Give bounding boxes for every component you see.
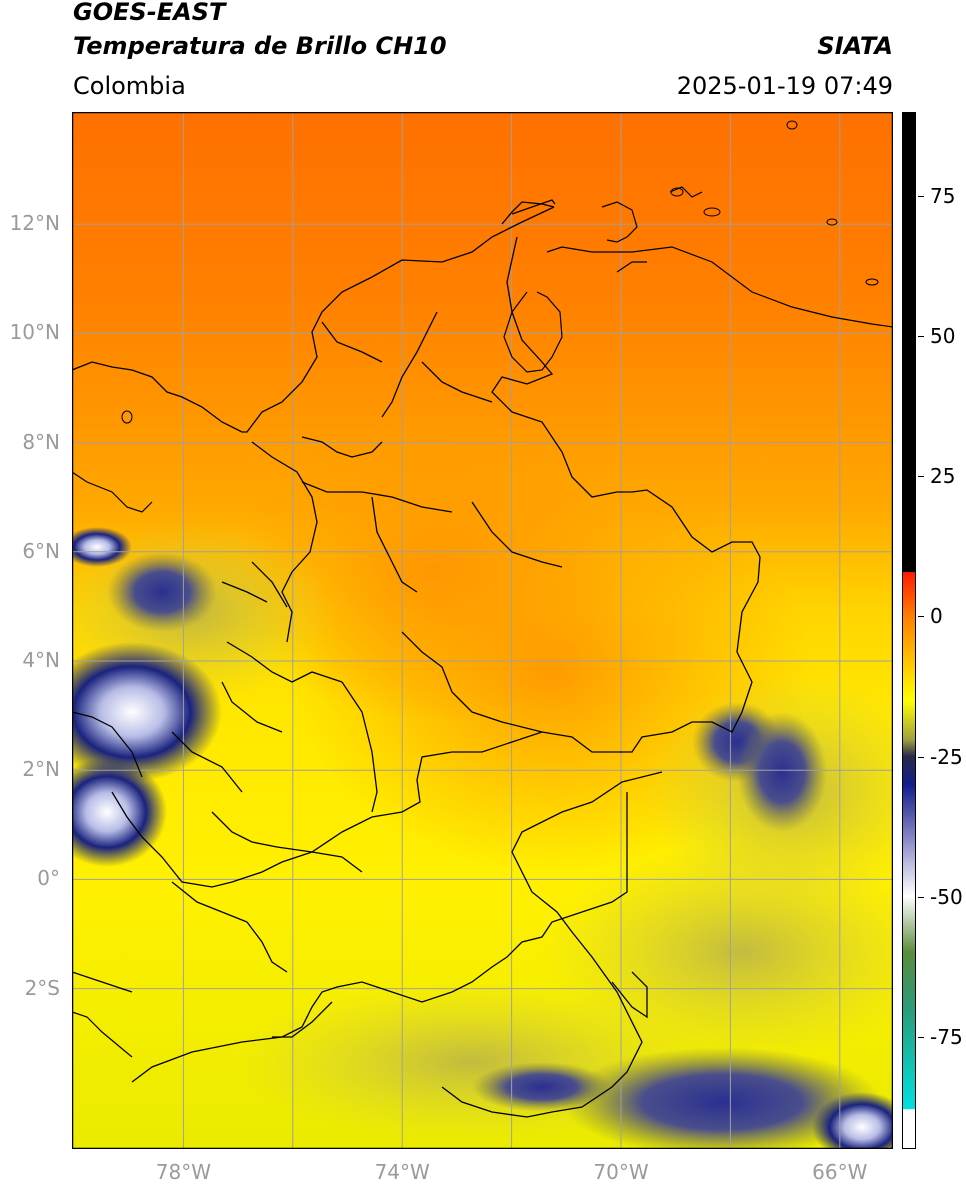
- longitude-label: 70°W: [593, 1160, 649, 1184]
- colorbar-label: 0: [930, 604, 943, 629]
- colorbar-tick: [918, 1036, 924, 1038]
- convective-cloud: [107, 552, 217, 632]
- latitude-label: 2°N: [22, 757, 60, 782]
- colorbar-tick: [918, 336, 924, 338]
- country-borders: [72, 199, 761, 1118]
- latitude-label: 12°N: [9, 211, 60, 236]
- map-frame: [72, 112, 893, 1149]
- convective-cloud: [72, 757, 167, 867]
- colorbar-tick: [918, 896, 924, 898]
- latitude-label: 8°N: [22, 429, 60, 454]
- colorbar-label: -25: [930, 744, 963, 769]
- longitude-label: 78°W: [155, 1160, 212, 1184]
- longitude-label: 74°W: [374, 1160, 430, 1184]
- map-gridlines: [72, 112, 893, 1149]
- convective-cloud: [562, 1047, 882, 1149]
- convective-cloud: [72, 527, 132, 567]
- latitude-label: 10°N: [9, 320, 60, 345]
- colorbar-tick: [918, 476, 924, 478]
- latitude-label: 2°S: [24, 975, 60, 1000]
- colorbar-tick: [918, 756, 924, 758]
- region-label: Colombia: [73, 72, 186, 100]
- colorbar: [902, 112, 916, 1149]
- latitude-label: 0°: [37, 866, 60, 891]
- satellite-map: [72, 112, 893, 1149]
- colorbar-label: 75: [930, 184, 956, 209]
- convective-cloud: [72, 642, 222, 782]
- latitude-label: 6°N: [22, 538, 60, 563]
- convective-cloud: [472, 1062, 612, 1112]
- product-title: Temperatura de Brillo CH10: [73, 32, 447, 60]
- colorbar-tick: [918, 196, 924, 198]
- convective-cloud: [737, 712, 827, 832]
- satellite-title: GOES-EAST: [73, 0, 226, 26]
- colorbar-tick: [918, 616, 924, 618]
- map-canvas: [72, 112, 893, 1149]
- colorbar-label: -50: [930, 884, 963, 909]
- colorbar-label: 25: [930, 464, 956, 489]
- convective-cloud: [812, 1092, 893, 1149]
- islands: [121, 120, 879, 424]
- coastline: [72, 186, 893, 1058]
- agency-label: SIATA: [817, 32, 893, 60]
- colorbar-label: 50: [930, 324, 956, 349]
- datetime-label: 2025-01-19 07:49: [676, 72, 893, 100]
- colorbar-label: -75: [930, 1024, 963, 1049]
- longitude-label: 66°W: [812, 1160, 868, 1184]
- latitude-label: 4°N: [22, 648, 60, 672]
- warm-region: [232, 422, 632, 722]
